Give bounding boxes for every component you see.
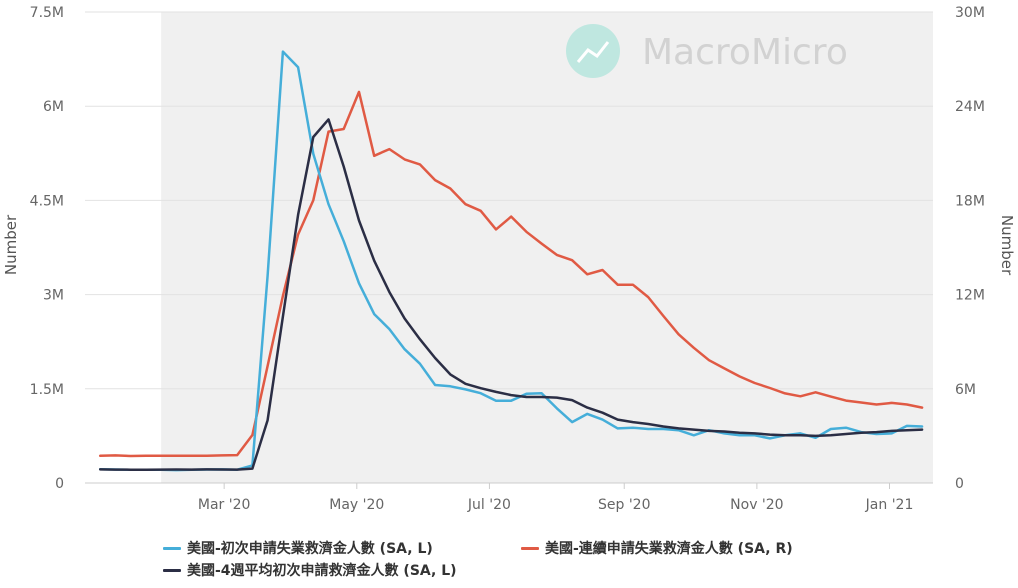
x-tick-label: May '20 <box>329 497 384 513</box>
left-tick-label: 1.5M <box>30 382 64 398</box>
left-tick-label: 6M <box>43 99 64 115</box>
x-axis-ticks: Mar '20 May '20 Jul '20 Sep '20 Nov '20 Jan '… <box>198 483 913 513</box>
legend-label-initial: 美國-初次申請失業救濟金人數 (SA, L) <box>187 541 433 557</box>
left-tick-label: 0 <box>55 476 64 492</box>
x-tick-label: Mar '20 <box>198 497 251 513</box>
right-tick-label: 24M <box>955 99 985 115</box>
x-tick-label: Jan '21 <box>865 497 914 513</box>
left-axis-title: Number <box>2 214 20 275</box>
brand-watermark: MacroMicro <box>566 24 848 78</box>
x-tick-label: Sep '20 <box>598 497 651 513</box>
brand-name: MacroMicro <box>642 32 848 73</box>
brand-logo-mark <box>576 41 610 63</box>
legend: 美國-初次申請失業救濟金人數 (SA, L) 美國-連續申請失業救濟金人數 (S… <box>0 536 1018 586</box>
series-4w-average-line[interactable] <box>98 118 924 471</box>
right-tick-label: 30M <box>955 5 985 21</box>
x-tick-label: Nov '20 <box>730 497 783 513</box>
legend-swatch-4w-average <box>163 568 181 572</box>
left-tick-label: 7.5M <box>30 5 64 21</box>
legend-label-continued: 美國-連續申請失業救濟金人數 (SA, R) <box>545 541 793 557</box>
right-axis-title: Number <box>998 215 1016 276</box>
legend-swatch-continued <box>521 546 539 550</box>
right-tick-label: 12M <box>955 288 985 304</box>
legend-item-4w-average[interactable]: 美國-4週平均初次申請救濟金人數 (SA, L) <box>163 560 457 580</box>
right-tick-label: 6M <box>955 382 976 398</box>
right-tick-label: 18M <box>955 193 985 209</box>
legend-item-continued-claims[interactable]: 美國-連續申請失業救濟金人數 (SA, R) <box>521 538 793 558</box>
left-axis-ticks: 0 1.5M 3M 4.5M 6M 7.5M <box>30 5 64 492</box>
series-continued-claims-line[interactable] <box>98 90 924 458</box>
legend-item-initial-claims[interactable]: 美國-初次申請失業救濟金人數 (SA, L) <box>163 538 433 558</box>
legend-swatch-initial <box>163 546 181 550</box>
right-tick-label: 0 <box>955 476 964 492</box>
x-tick-label: Jul '20 <box>467 497 511 513</box>
right-axis-ticks: 0 6M 12M 18M 24M 30M <box>955 5 985 492</box>
series-layer <box>98 50 924 472</box>
grid-lines <box>85 11 933 484</box>
brand-logo-icon <box>566 24 620 78</box>
left-tick-label: 4.5M <box>30 193 64 209</box>
legend-label-4w-average: 美國-4週平均初次申請救濟金人數 (SA, L) <box>187 563 457 579</box>
left-tick-label: 3M <box>43 288 64 304</box>
